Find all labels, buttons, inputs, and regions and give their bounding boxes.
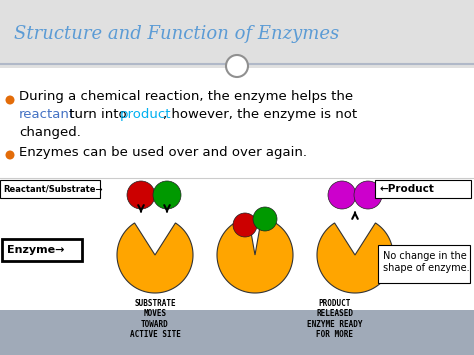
Text: During a chemical reaction, the enzyme helps the: During a chemical reaction, the enzyme h… (19, 90, 353, 103)
Text: Reactant/Substrate→: Reactant/Substrate→ (3, 185, 102, 193)
Circle shape (226, 55, 248, 77)
Polygon shape (317, 223, 393, 293)
Text: product: product (120, 108, 172, 121)
Circle shape (354, 181, 382, 209)
Circle shape (153, 181, 181, 209)
Text: Enzyme→: Enzyme→ (7, 245, 64, 255)
Circle shape (253, 207, 277, 231)
Bar (2, 239, 82, 261)
Text: changed.: changed. (19, 126, 81, 139)
Text: PRODUCT
RELEASED
ENZYME READY
FOR MORE: PRODUCT RELEASED ENZYME READY FOR MORE (307, 299, 363, 339)
Text: No change in the
shape of enzyme.: No change in the shape of enzyme. (383, 251, 470, 273)
Bar (0, 310, 474, 355)
Bar (0, 0, 474, 68)
Circle shape (233, 213, 257, 237)
Text: reactant: reactant (19, 108, 75, 121)
Bar (0, 180, 100, 198)
Text: turn into: turn into (65, 108, 131, 121)
Text: ←Product: ←Product (380, 184, 435, 194)
Polygon shape (217, 218, 293, 293)
Circle shape (127, 181, 155, 209)
Bar (375, 180, 471, 198)
Bar (378, 245, 470, 283)
Bar (0, 68, 474, 310)
Circle shape (6, 95, 15, 104)
Circle shape (328, 181, 356, 209)
Text: Structure and Function of Enzymes: Structure and Function of Enzymes (14, 25, 339, 43)
Text: SUBSTRATE
MOVES
TOWARD
ACTIVE SITE: SUBSTRATE MOVES TOWARD ACTIVE SITE (129, 299, 181, 339)
Text: Enzymes can be used over and over again.: Enzymes can be used over and over again. (19, 146, 307, 159)
Polygon shape (117, 223, 193, 293)
Circle shape (6, 151, 15, 159)
Text: , however, the enzyme is not: , however, the enzyme is not (163, 108, 357, 121)
